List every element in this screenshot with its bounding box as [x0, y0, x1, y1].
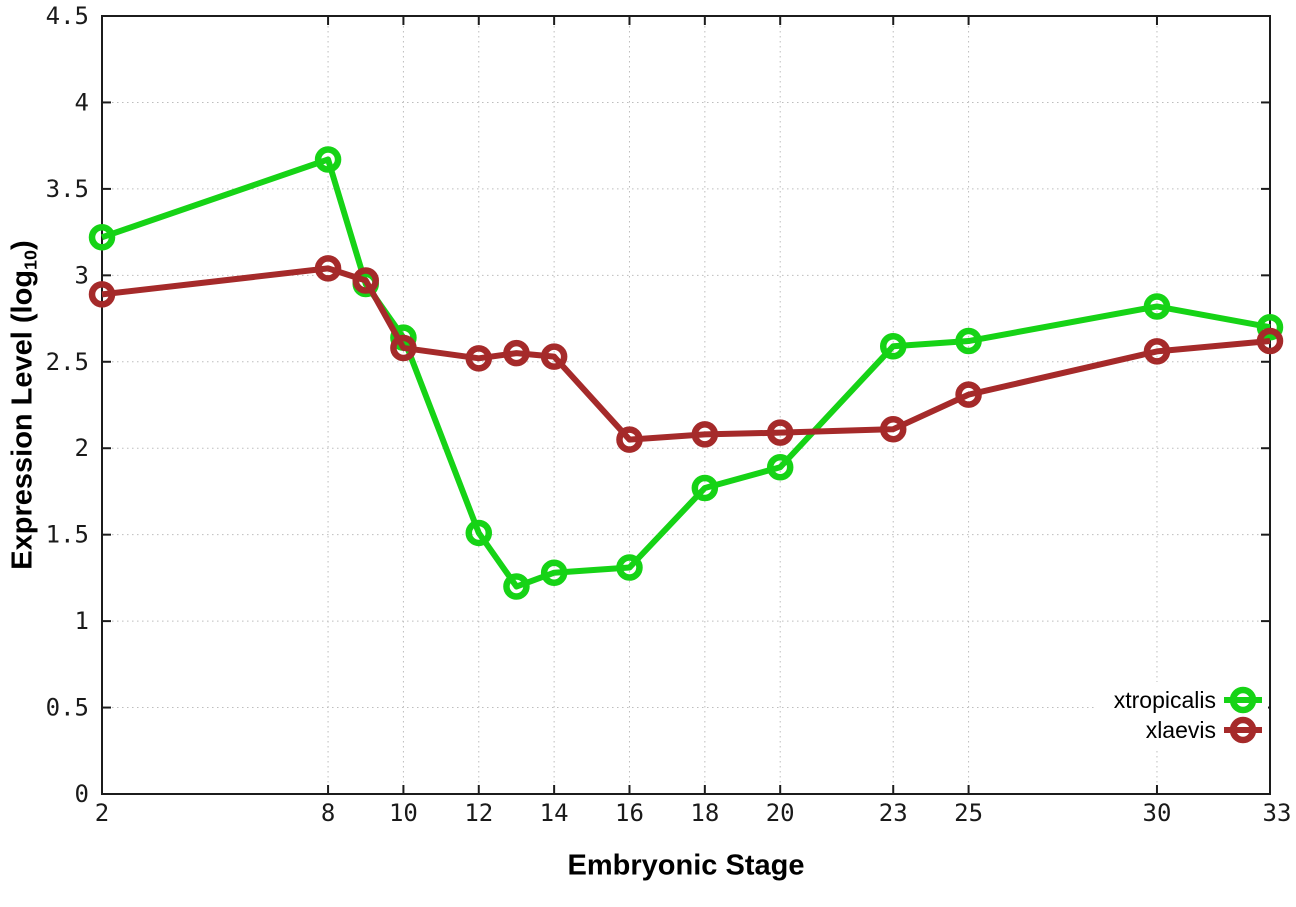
- data-point-marker: [616, 426, 643, 453]
- data-point-marker: [390, 334, 417, 362]
- legend-label-xlaevis: xlaevis: [1146, 717, 1216, 743]
- tick-marks-group: [101, 15, 1271, 795]
- y-tick-label: 3.5: [46, 175, 89, 203]
- plot-border: [101, 15, 1271, 795]
- data-point-marker: [879, 332, 907, 360]
- y-tick-label: 1: [75, 607, 89, 635]
- data-point-marker: [879, 415, 907, 443]
- series-line-xlaevis: [101, 265, 1271, 443]
- gridlines-group: [102, 16, 1270, 794]
- data-point-marker: [766, 419, 794, 446]
- data-point-marker: [691, 421, 719, 448]
- y-tick-label: 2.5: [46, 348, 89, 376]
- x-tick-label: 33: [1263, 799, 1292, 827]
- legend-item-xlaevis: xlaevis: [1146, 716, 1262, 744]
- data-point-marker: [691, 474, 719, 502]
- x-tick-label: 23: [879, 799, 908, 827]
- data-point-marker: [465, 345, 493, 372]
- y-axis-title-close: ): [6, 240, 39, 250]
- legend-marker-xtropicalis: [1229, 686, 1257, 714]
- legend-marker-xlaevis: [1229, 716, 1257, 744]
- data-point-marker: [465, 519, 493, 547]
- y-tick-label: 4: [75, 88, 89, 116]
- data-point-marker: [766, 453, 794, 481]
- y-tick-label: 2: [75, 434, 89, 462]
- y-axis-title-main: Expression Level (log: [6, 269, 39, 570]
- x-tick-label: 16: [615, 799, 644, 827]
- data-point-marker: [88, 224, 116, 251]
- x-tick-label: 25: [954, 799, 983, 827]
- data-point-marker: [1256, 327, 1284, 355]
- x-tick-label: 20: [766, 799, 795, 827]
- series-markers-xlaevis: [88, 255, 1284, 453]
- y-tick-label: 1.5: [46, 521, 89, 549]
- series-group: [88, 146, 1284, 600]
- data-point-marker: [616, 554, 643, 581]
- data-point-marker: [352, 267, 379, 294]
- tick-labels-group: 0 0.5 1 1.5 2 2.5 3 3.5 4 4.5 2 8 10 12 14 16 18 20 23 25 30…: [46, 2, 1292, 827]
- data-point-marker: [88, 281, 116, 308]
- data-point-marker: [314, 146, 342, 173]
- x-tick-label: 2: [95, 799, 109, 827]
- data-point-marker: [955, 381, 982, 408]
- data-point-marker: [1143, 293, 1171, 320]
- y-tick-label: 0: [75, 780, 89, 808]
- data-point-marker: [1256, 313, 1284, 341]
- data-point-marker: [314, 255, 342, 282]
- data-point-marker: [540, 559, 568, 586]
- data-point-marker: [503, 573, 530, 600]
- plot-border-group: [101, 15, 1271, 795]
- series-markers-xtropicalis: [88, 146, 1284, 600]
- x-tick-label: 12: [464, 799, 493, 827]
- x-tick-label: 18: [690, 799, 719, 827]
- x-tick-label: 14: [540, 799, 569, 827]
- data-point-marker: [1143, 338, 1171, 365]
- x-tick-label: 30: [1143, 799, 1172, 827]
- y-axis-title: Expression Level (log10): [6, 240, 41, 569]
- y-tick-label: 4.5: [46, 2, 89, 30]
- data-point-marker: [540, 343, 568, 370]
- y-tick-label: 3: [75, 261, 89, 289]
- data-point-marker: [503, 339, 530, 367]
- x-tick-label: 10: [389, 799, 418, 827]
- legend-item-xtropicalis: xtropicalis: [1114, 686, 1262, 714]
- data-point-marker: [955, 327, 982, 355]
- series-line-xtropicalis: [101, 156, 1271, 590]
- y-tick-label: 0.5: [46, 694, 89, 722]
- x-axis-title: Embryonic Stage: [567, 849, 805, 882]
- x-tick-label: 8: [321, 799, 335, 827]
- y-axis-title-subscript: 10: [20, 249, 41, 270]
- legend-label-xtropicalis: xtropicalis: [1114, 687, 1216, 713]
- legend-group: xtropicalis xlaevis: [1096, 682, 1268, 748]
